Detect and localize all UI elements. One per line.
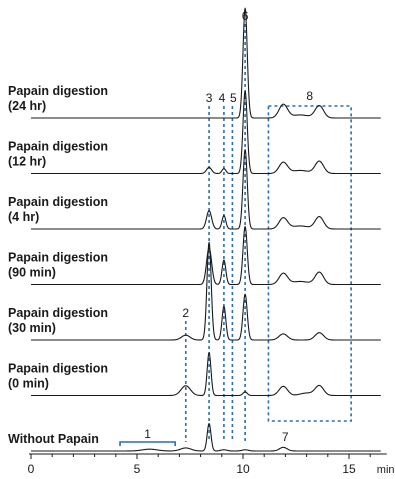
guide-box-8 [267,105,352,422]
peak-label-6: 6 [242,9,249,23]
trace-label-5-line-0: Papain digestion [8,140,108,154]
guide-bracket-1 [119,441,176,446]
x-tick-label-15: 15 [342,462,356,476]
trace-line-5 [30,90,381,175]
peak-label-2: 2 [182,306,189,320]
trace-label-1-line-1: (0 min) [8,377,49,391]
x-tick-label-10: 10 [236,462,250,476]
trace-line-1 [30,352,381,397]
trace-label-5-line-1: (12 hr) [8,155,46,169]
trace-label-4-line-1: (4 hr) [8,210,39,224]
peak-label-4: 4 [219,91,226,105]
trace-label-6-line-0: Papain digestion [8,84,108,98]
trace-label-1-line-0: Papain digestion [8,362,108,376]
chromatogram-traces [30,7,381,452]
peak-label-7: 7 [282,430,289,444]
trace-label-2-line-1: (30 min) [8,321,56,335]
x-tick-label-0: 0 [28,462,35,476]
trace-label-2-line-0: Papain digestion [8,306,108,320]
trace-label-4-line-0: Papain digestion [8,195,108,209]
peak-label-8: 8 [306,89,313,103]
trace-line-2 [30,241,381,341]
trace-label-3-line-0: Papain digestion [8,251,108,265]
trace-line-6 [30,7,381,119]
peak-label-3: 3 [206,91,213,105]
x-unit-label: min [377,464,395,476]
trace-label-6-line-1: (24 hr) [8,99,46,113]
peak-guides [119,24,352,446]
trace-label-3-line-1: (90 min) [8,266,56,280]
peak-label-5: 5 [230,91,237,105]
trace-line-4 [30,149,381,230]
trace-line-3 [30,226,381,286]
x-tick-label-5: 5 [134,462,141,476]
trace-label-0-line-0: Without Papain [8,432,99,446]
x-axis: 0 5 10 15 min [28,453,395,476]
trace-line-0 [30,423,381,452]
peak-number-labels: 1 2 3 4 5 6 7 8 [144,9,313,444]
peak-label-1: 1 [144,427,151,441]
